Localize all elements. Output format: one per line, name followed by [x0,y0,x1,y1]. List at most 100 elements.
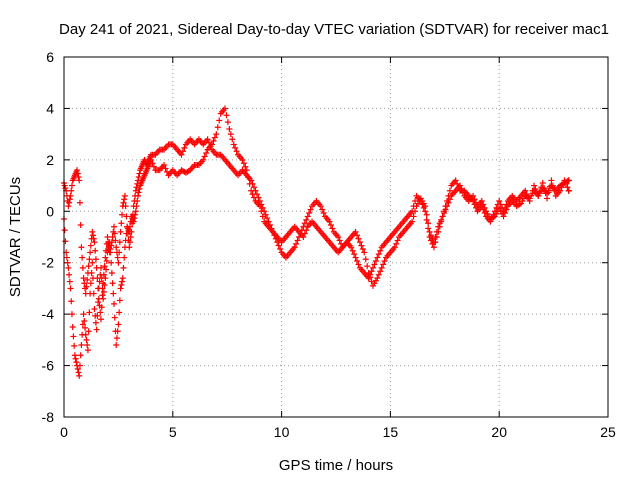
data-point-marker [426,228,433,235]
data-point-marker [179,148,186,155]
data-point-marker [108,239,115,246]
data-point-marker [89,228,96,235]
data-point-marker [84,276,91,283]
data-point-marker [523,191,530,198]
x-tick-label: 15 [383,424,399,440]
data-point-marker [500,213,507,220]
data-point-marker [358,242,365,249]
data-point-marker [368,268,375,275]
x-tick-label: 25 [600,424,616,440]
data-point-marker [377,268,384,275]
data-point-marker [103,266,110,273]
data-point-marker [111,300,118,307]
data-point-marker [548,177,555,184]
data-point-marker [335,234,342,240]
data-point-marker [490,211,497,218]
data-point-marker [410,213,417,220]
data-point-marker [124,223,131,230]
data-point-marker [430,244,437,251]
data-point-marker [113,244,120,251]
data-point-marker [531,182,538,189]
data-point-marker [364,263,371,270]
data-point-marker [355,235,362,242]
data-point-marker [69,324,76,330]
x-tick-label: 0 [60,424,68,440]
data-point-marker [436,223,443,230]
data-point-marker [352,254,359,261]
data-point-marker [71,342,78,349]
data-point-marker [502,204,509,211]
data-point-marker [78,244,85,251]
data-point-marker [354,232,361,239]
data-point-marker [223,112,230,119]
data-point-marker [89,259,96,266]
data-point-marker [230,141,237,148]
data-point-marker [79,254,86,261]
data-point-marker [277,246,284,252]
data-point-marker [480,206,487,213]
data-point-marker [129,211,136,218]
data-point-marker [129,220,136,227]
data-point-marker [132,187,139,194]
data-point-marker [149,160,156,167]
data-point-marker [409,218,416,225]
data-point-marker [161,162,168,168]
data-point-marker [526,198,533,204]
data-point-marker [362,256,369,263]
data-point-marker [307,206,314,213]
data-point-marker [222,105,229,112]
data-point-marker [352,228,359,235]
data-point-marker [95,285,102,292]
data-point-marker [301,230,308,237]
data-point-marker [71,352,78,359]
data-point-marker [114,328,121,335]
data-point-marker [86,309,93,316]
data-point-marker [70,333,77,340]
data-point-marker [109,234,116,240]
chart-title: Day 241 of 2021, Sidereal Day-to-day VTE… [59,21,609,38]
data-point-marker [487,218,494,225]
data-point-marker [66,196,73,203]
data-point-marker [359,246,366,252]
y-axis-label: SDTVAR / TECUs [7,177,24,297]
y-tick-label: 4 [46,100,54,116]
data-point-marker [73,359,80,366]
data-point-marker [66,278,73,285]
data-point-marker [224,119,231,126]
data-point-marker [432,239,439,246]
data-point-marker [103,258,110,264]
data-point-marker [97,316,104,323]
data-point-marker [409,208,416,215]
data-point-marker [438,218,445,225]
data-point-marker [74,167,81,174]
data-point-marker [268,225,275,232]
data-point-marker [178,151,185,158]
data-point-marker [294,237,301,244]
data-point-marker [65,264,72,271]
data-point-marker [393,240,400,247]
data-point-marker [446,187,453,194]
data-point-marker [391,244,398,251]
data-point-marker [562,180,569,187]
data-points [61,105,572,379]
x-tick-label: 10 [274,424,290,440]
data-point-marker [439,213,446,220]
data-point-marker [121,254,128,261]
data-point-marker [496,198,503,204]
data-point-marker [317,203,324,210]
data-point-marker [532,186,539,192]
data-point-marker [87,280,94,287]
data-point-marker [423,211,430,218]
x-tick-label: 20 [491,424,507,440]
data-point-marker [262,211,269,218]
data-point-marker [522,187,529,194]
data-point-marker [233,148,240,155]
data-point-marker [121,192,128,199]
data-point-marker [82,290,89,297]
data-point-marker [84,270,91,276]
data-point-marker [380,261,387,268]
data-point-marker [442,203,449,210]
data-point-marker [124,230,131,237]
data-point-marker [549,182,556,189]
data-point-marker [481,210,488,216]
